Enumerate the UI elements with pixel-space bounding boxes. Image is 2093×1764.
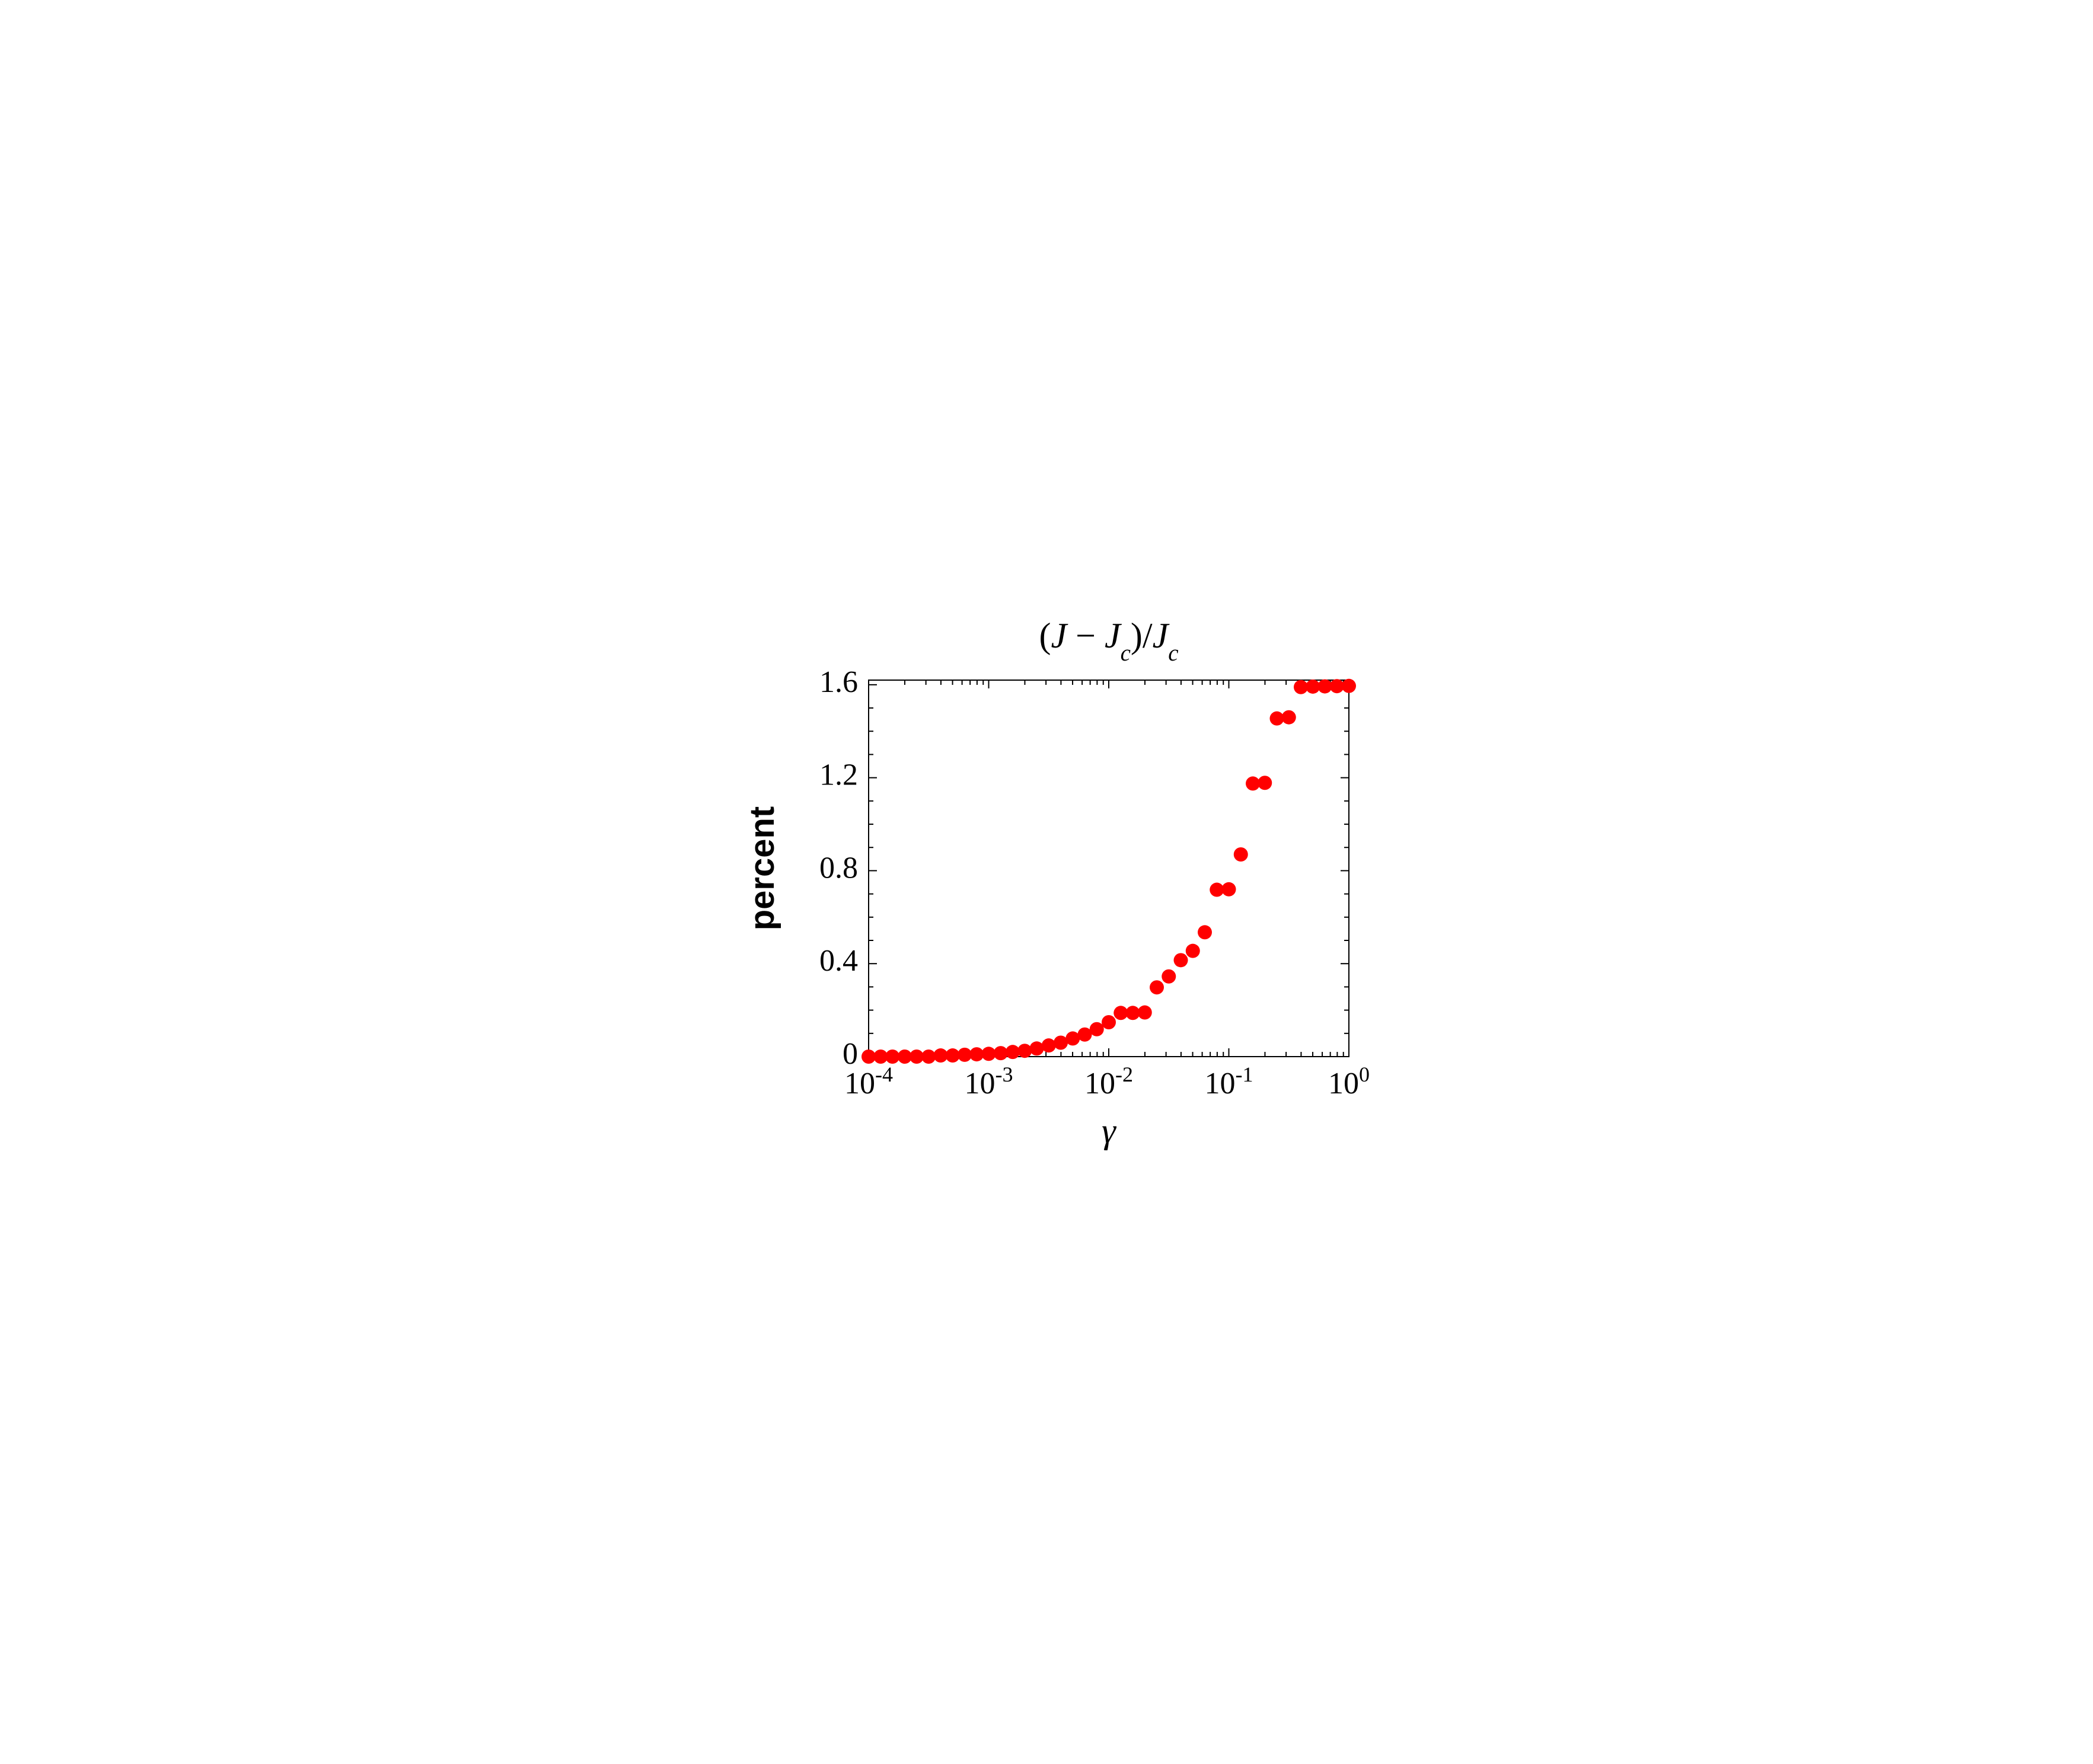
data-point <box>1102 1015 1116 1029</box>
data-point <box>1270 711 1284 725</box>
data-point <box>1090 1022 1104 1036</box>
x-tick-label: 10-3 <box>965 1063 1013 1100</box>
data-point <box>1042 1038 1056 1052</box>
x-axis-label: γ <box>1102 1111 1116 1150</box>
data-point <box>1162 969 1176 983</box>
plot-box <box>869 680 1349 1057</box>
data-point <box>1282 710 1296 724</box>
data-point <box>994 1046 1008 1060</box>
x-tick-label: 10-1 <box>1205 1063 1253 1100</box>
data-point <box>1186 943 1200 958</box>
data-point <box>921 1050 936 1064</box>
x-tick-label: 100 <box>1328 1063 1370 1100</box>
data-point <box>1222 882 1236 896</box>
data-point <box>1258 776 1272 790</box>
y-axis-label: percent <box>743 806 781 930</box>
data-point <box>1017 1044 1032 1058</box>
data-point <box>1150 980 1164 994</box>
data-point <box>885 1050 899 1064</box>
data-point <box>1174 953 1188 967</box>
chart-svg: 0 0.4 0.8 1.2 1.6 10-4 10-3 10-2 10-1 100 (J − Jc)… <box>691 582 1402 1182</box>
y-tick-label: 0 <box>843 1036 858 1070</box>
y-tick-label: 1.2 <box>819 758 858 792</box>
chart-title: (J − Jc)/Jc <box>1039 616 1178 666</box>
y-tick-label: 0.4 <box>819 944 858 978</box>
y-tick-label: 1.6 <box>819 665 858 698</box>
data-point <box>1342 678 1356 693</box>
data-point <box>1030 1041 1044 1055</box>
data-point <box>1234 847 1248 861</box>
scatter-chart: 0 0.4 0.8 1.2 1.6 10-4 10-3 10-2 10-1 100 (J − Jc)… <box>691 582 1402 1182</box>
x-tick-label: 10-4 <box>844 1063 893 1100</box>
x-tick-label: 10-2 <box>1084 1063 1133 1100</box>
y-tick-label: 0.8 <box>819 851 858 885</box>
data-point <box>1138 1005 1152 1019</box>
data-point <box>1198 925 1212 939</box>
